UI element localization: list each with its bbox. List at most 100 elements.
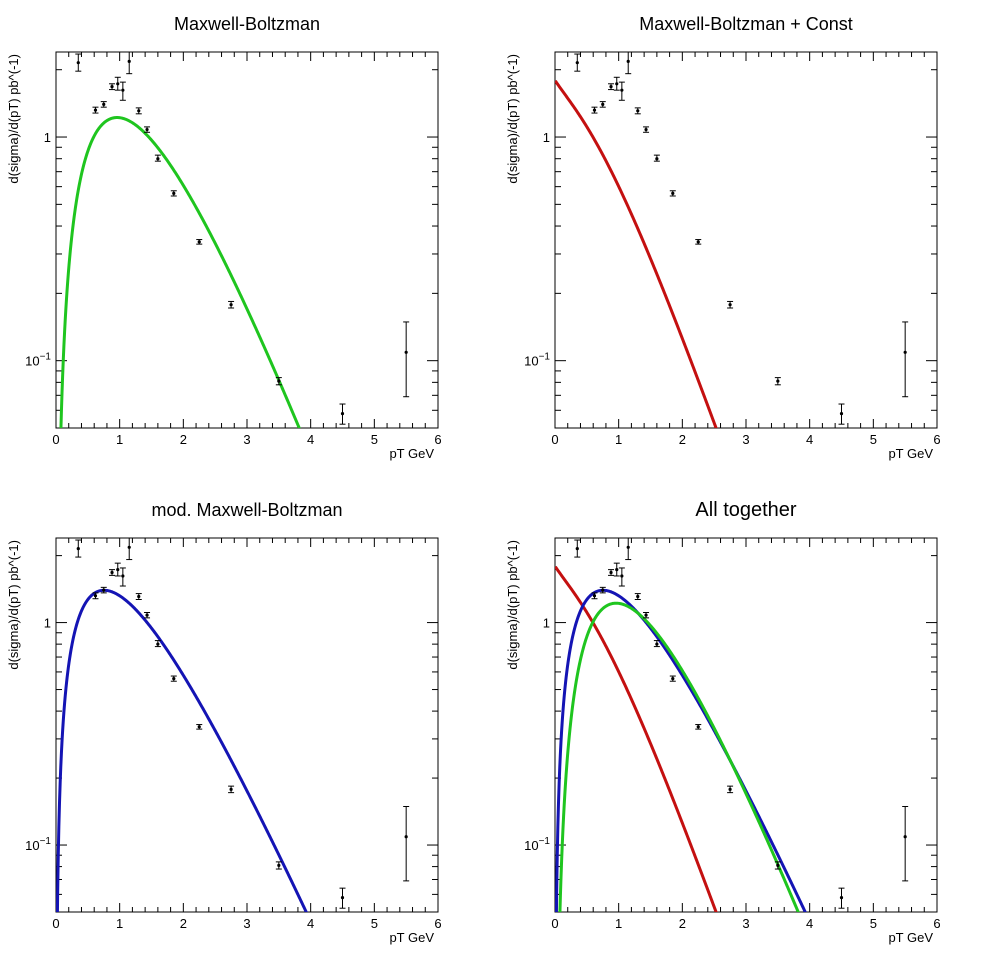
y-tick-label: 1 (543, 616, 550, 631)
x-axis-label: pT GeV (888, 930, 933, 945)
x-tick-label: 1 (116, 432, 123, 447)
y-tick-label: 10−1 (524, 352, 550, 369)
data-point (644, 613, 648, 617)
data-point (620, 574, 624, 578)
data-point (277, 863, 281, 867)
data-point (615, 568, 619, 572)
y-tick-label: 10−1 (524, 836, 550, 853)
data-point (592, 108, 597, 112)
data-point (110, 85, 114, 89)
data-point (137, 594, 141, 599)
data-point (127, 545, 131, 549)
data-point (116, 568, 120, 572)
data-point (575, 547, 579, 551)
x-tick-label: 4 (806, 916, 813, 931)
data-point (636, 594, 640, 599)
data-point (93, 594, 98, 598)
x-tick-label: 1 (615, 916, 622, 931)
y-tick-label: 1 (44, 616, 51, 631)
data-point (728, 787, 732, 791)
x-tick-label: 0 (551, 432, 558, 447)
data-point (197, 725, 201, 729)
x-tick-label: 6 (434, 916, 441, 931)
plot-frame (554, 51, 938, 429)
y-tick-label: 10−1 (25, 836, 51, 853)
data-point (110, 570, 114, 575)
x-tick-label: 5 (371, 432, 378, 447)
data-point (609, 85, 613, 89)
x-tick-label: 4 (307, 916, 314, 931)
plot-frame (55, 537, 439, 913)
data-point (655, 642, 659, 646)
x-tick-label: 1 (615, 432, 622, 447)
data-point (229, 303, 233, 307)
plot-frame (554, 537, 938, 913)
x-tick-label: 1 (116, 916, 123, 931)
plot-frame (55, 51, 439, 429)
x-tick-label: 4 (806, 432, 813, 447)
data-point (340, 411, 345, 416)
y-axis-label: d(sigma)/d(pT) pb^(-1) (505, 540, 520, 670)
data-point (76, 61, 80, 65)
data-point (644, 127, 648, 132)
x-tick-label: 0 (52, 916, 59, 931)
data-point (575, 61, 579, 65)
data-point (116, 82, 120, 86)
data-point (121, 574, 125, 578)
x-tick-label: 6 (933, 916, 940, 931)
x-tick-label: 2 (679, 432, 686, 447)
data-point (197, 240, 201, 244)
data-point (839, 896, 844, 900)
x-tick-label: 3 (742, 916, 749, 931)
x-axis-label: pT GeV (389, 930, 434, 945)
chart-title: Maxwell-Boltzman (174, 14, 320, 34)
data-point (601, 588, 605, 592)
data-point (404, 350, 408, 354)
data-point (696, 240, 700, 244)
data-point (636, 109, 640, 113)
y-axis-label: d(sigma)/d(pT) pb^(-1) (6, 540, 21, 670)
x-tick-label: 5 (371, 916, 378, 931)
data-point (102, 588, 106, 592)
y-tick-exponent: −1 (40, 352, 52, 363)
data-point (404, 835, 408, 839)
data-point (137, 109, 141, 113)
fit-curve (555, 79, 718, 428)
y-tick-label: 10−1 (25, 352, 51, 369)
chart-panel: mod. Maxwell-Boltzman 0 1 2 3 4 5 6 1 10−1 pT GeV d… (6, 500, 442, 945)
x-tick-label: 2 (180, 432, 187, 447)
data-point (903, 350, 907, 354)
x-axis-label: pT GeV (888, 446, 933, 461)
data-point (655, 157, 659, 161)
data-point (277, 379, 281, 383)
y-axis-label: d(sigma)/d(pT) pb^(-1) (6, 54, 21, 184)
fit-curve (59, 116, 301, 428)
data-point (776, 379, 780, 383)
data-point (696, 725, 700, 729)
data-point (229, 787, 233, 791)
x-tick-label: 6 (434, 432, 441, 447)
x-tick-label: 2 (180, 916, 187, 931)
chart-title: All together (695, 499, 797, 521)
fit-curve (56, 588, 308, 912)
x-tick-label: 5 (870, 432, 877, 447)
data-point (592, 594, 597, 598)
y-tick-exponent: −1 (40, 836, 52, 847)
data-point (121, 88, 125, 92)
data-point (671, 191, 675, 195)
data-point (172, 191, 176, 195)
x-tick-label: 6 (933, 432, 940, 447)
data-point (156, 642, 160, 646)
y-tick-exponent: −1 (539, 352, 551, 363)
data-point (156, 157, 160, 161)
data-point (626, 545, 630, 549)
x-tick-label: 0 (52, 432, 59, 447)
data-point (903, 835, 907, 839)
data-point (76, 547, 80, 551)
chart-panel: Maxwell-Boltzman 0 1 2 3 4 5 6 1 10−1 pT GeV d(sigm… (6, 14, 442, 461)
fit-curve (555, 565, 718, 912)
chart-title: mod. Maxwell-Boltzman (151, 500, 342, 520)
y-tick-label: 1 (543, 130, 550, 145)
data-point (839, 411, 844, 416)
